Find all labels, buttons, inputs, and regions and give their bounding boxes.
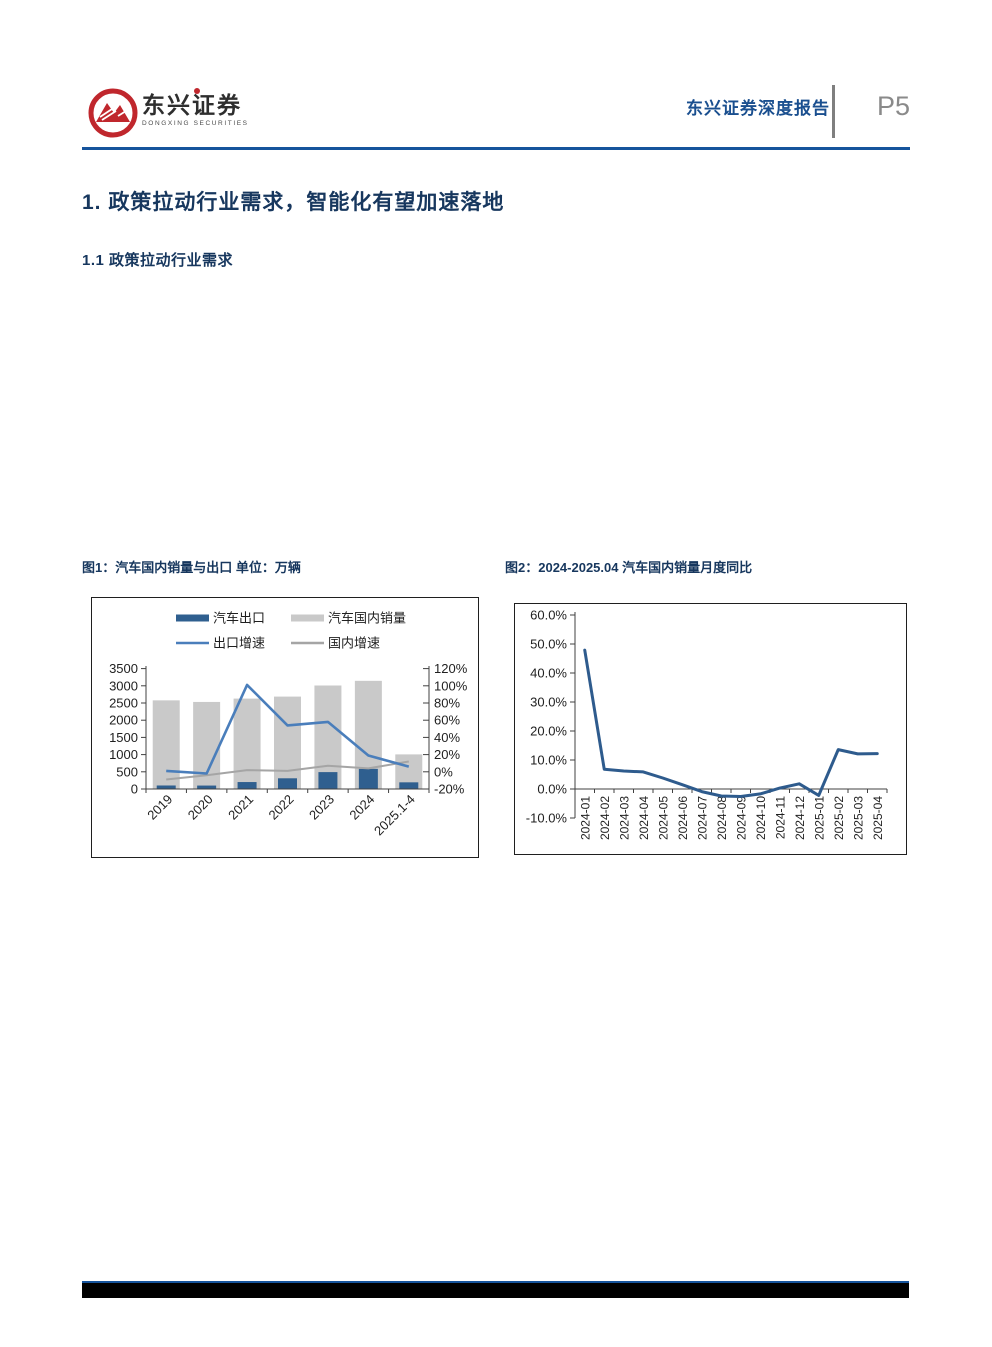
- right-axis-label: 20%: [434, 747, 460, 762]
- header-divider: [832, 85, 835, 138]
- x-axis-label: 2025-03: [851, 796, 865, 840]
- line-monthly-yoy: [583, 648, 879, 798]
- bar-domestic-sales: [152, 700, 180, 789]
- left-axis-label: 2000: [109, 713, 138, 728]
- x-axis-label: 2025-04: [871, 796, 885, 840]
- header-rule: [82, 147, 910, 150]
- footer-rule: [82, 1281, 909, 1283]
- brand-name: 东兴证券: [142, 92, 242, 118]
- y-axis-label: 60.0%: [530, 608, 567, 623]
- bar-domestic-sales: [274, 696, 301, 789]
- right-axis-label: 100%: [434, 678, 468, 693]
- x-axis-label: 2024-09: [734, 796, 748, 840]
- x-axis-label: 2024-07: [695, 796, 709, 840]
- y-axis-label: 0.0%: [537, 782, 567, 797]
- left-axis-label: 3000: [109, 678, 138, 693]
- legend-label: 国内增速: [328, 636, 380, 651]
- x-axis-label: 2024-04: [637, 796, 651, 840]
- line-export-growth: [166, 683, 410, 775]
- x-axis-label: 2024-10: [754, 796, 768, 840]
- section-heading: 1. 政策拉动行业需求，智能化有望加速落地: [82, 191, 505, 214]
- brand-text-block: 东兴证券 DONGXING SECURITIES: [142, 88, 249, 127]
- left-axis-label: 1000: [109, 747, 138, 762]
- x-axis-label: 2025-02: [832, 796, 846, 840]
- legend-swatch: [176, 614, 209, 622]
- figure1-chart-frame: 汽车出口出口增速 汽车国内销量 国内增速 0 500 1000 1500 2000 2500 30…: [91, 597, 479, 858]
- bar-export: [237, 782, 257, 789]
- left-axis-label: 3500: [109, 661, 138, 676]
- y-axis-label: 20.0%: [530, 724, 567, 739]
- legend-label: 出口增速: [213, 636, 265, 651]
- bar-export: [358, 768, 378, 789]
- y-axis-label: 50.0%: [530, 637, 567, 652]
- footer-black-bar: [82, 1283, 909, 1298]
- x-axis-label: 2024-06: [676, 796, 690, 840]
- right-axis-label: -20%: [434, 782, 465, 797]
- line-domestic-growth: [166, 760, 409, 781]
- right-axis-label: 60%: [434, 713, 460, 728]
- left-axis-label: 1500: [109, 730, 138, 745]
- left-axis-label: 500: [116, 764, 138, 779]
- figure2-line-chart: 60.0% 50.0% 40.0% 30.0% 20.0% 10.0% 0.0% -10.0%…: [526, 608, 888, 840]
- y-axis-label: 40.0%: [530, 666, 567, 681]
- x-axis-label: 2025.1-4: [371, 792, 418, 839]
- right-axis-label: 0%: [434, 764, 453, 779]
- y-axis-label: 10.0%: [530, 753, 567, 768]
- report-type-title: 东兴证券深度报告: [686, 99, 830, 118]
- y-axis-label: -10.0%: [526, 811, 568, 826]
- x-axis-label: 2024: [346, 792, 377, 823]
- x-axis-label: 2024-12: [793, 796, 807, 840]
- legend-swatch: [291, 614, 324, 622]
- x-axis-label: 2024-08: [715, 796, 729, 840]
- x-axis-label: 2024-01: [578, 796, 592, 840]
- x-axis-label: 2022: [266, 792, 297, 823]
- figure1-title: 图1：汽车国内销量与出口 单位：万辆: [82, 560, 301, 575]
- left-axis-label: 2500: [109, 696, 138, 711]
- legend-label: 汽车国内销量: [328, 611, 406, 626]
- brand-subtitle: DONGXING SECURITIES: [142, 120, 249, 128]
- x-axis-label: 2024-05: [656, 796, 670, 840]
- bar-export: [156, 785, 176, 789]
- bar-export: [278, 778, 297, 789]
- x-axis-label: 2019: [144, 792, 175, 823]
- right-axis-label: 120%: [434, 661, 468, 676]
- figure2-chart-frame: 60.0% 50.0% 40.0% 30.0% 20.0% 10.0% 0.0% -10.0%…: [514, 603, 907, 855]
- brand-logo: 东兴证券 DONGXING SECURITIES: [88, 88, 249, 138]
- bar-export: [197, 785, 217, 789]
- x-axis-label: 2020: [185, 792, 216, 823]
- logo-red-dot-accent: [194, 88, 200, 94]
- bar-export: [399, 782, 419, 789]
- x-axis-label: 2024-11: [773, 796, 787, 839]
- x-axis-label: 2024-02: [598, 796, 612, 840]
- right-axis-label: 80%: [434, 696, 460, 711]
- bar-domestic-sales: [314, 685, 342, 789]
- bar-domestic-sales: [233, 698, 261, 789]
- x-axis-label: 2025-01: [812, 796, 826, 840]
- y-axis-label: 30.0%: [530, 695, 567, 710]
- page-number: P5: [876, 91, 910, 121]
- left-axis-label: 0: [131, 782, 138, 797]
- subsection-heading: 1.1 政策拉动行业需求: [82, 252, 234, 269]
- bar-export: [318, 772, 338, 789]
- legend-label: 汽车出口: [213, 611, 265, 626]
- mountain-logo-icon: [88, 88, 138, 138]
- figure2-title: 图2：2024-2025.04 汽车国内销量月度同比: [505, 560, 753, 575]
- x-axis-label: 2024-03: [617, 796, 631, 840]
- right-axis-label: 40%: [434, 730, 460, 745]
- x-axis-label: 2021: [225, 792, 256, 823]
- x-axis-label: 2023: [306, 792, 337, 823]
